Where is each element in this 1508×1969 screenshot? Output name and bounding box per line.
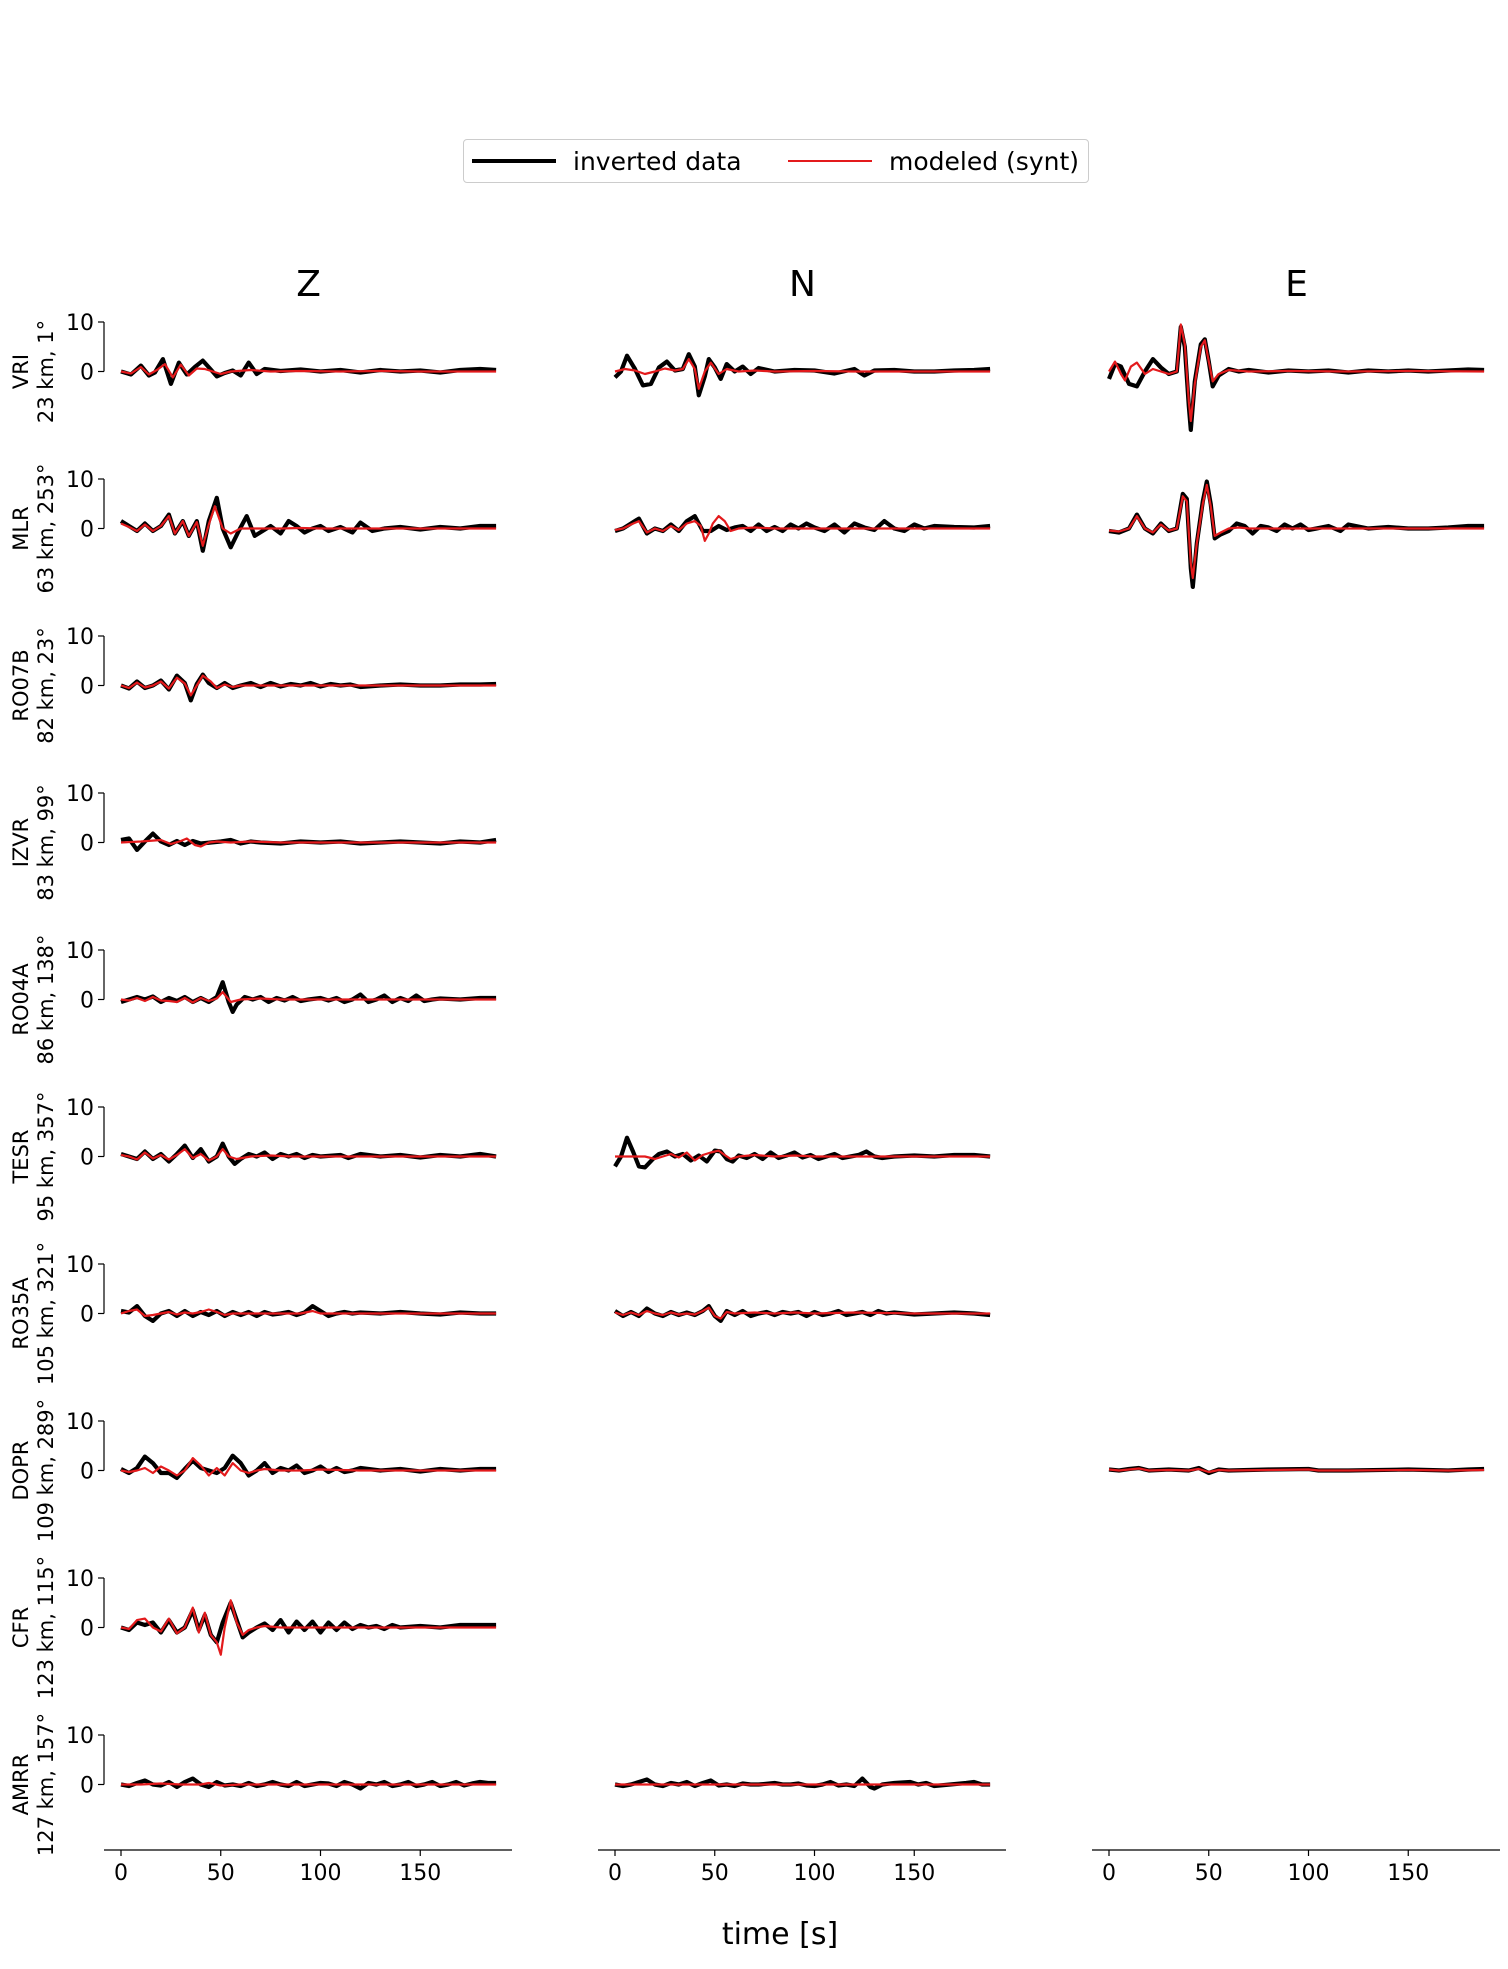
trace-data-tesr-n <box>613 1135 991 1170</box>
station-info: 63 km, 253° <box>34 464 58 594</box>
y-tick-label: 10 <box>66 1253 94 1278</box>
station-name: RO04A <box>9 963 33 1036</box>
trace-synt-mlr-n <box>614 515 991 542</box>
legend-swatch-data <box>472 159 556 163</box>
legend: inverted data modeled (synt) <box>463 139 1089 183</box>
x-tick-label: 100 <box>1288 1861 1330 1886</box>
station-label: RO07B 82 km, 23° <box>9 627 58 744</box>
station-label: CFR 123 km, 115° <box>9 1556 58 1699</box>
station-info: 105 km, 321° <box>34 1242 58 1385</box>
trace-data-ro04a-z <box>120 980 497 1014</box>
station-label: RO04A 86 km, 138° <box>9 935 58 1065</box>
trace-synt-cfr-z <box>120 1599 497 1656</box>
trace-synt-ro04a-z <box>120 991 497 1004</box>
station-label: IZVR 83 km, 99° <box>9 784 58 901</box>
station-info: 95 km, 357° <box>34 1092 58 1222</box>
x-tick-label: 150 <box>399 1861 441 1886</box>
trace-synt-ro35a-z <box>120 1308 497 1318</box>
legend-label-synt: modeled (synt) <box>889 146 1080 176</box>
station-label: DOPR 109 km, 289° <box>9 1399 58 1542</box>
station-name: CFR <box>9 1607 33 1648</box>
y-tick-label: 10 <box>66 1724 94 1749</box>
column-title-e: E <box>1285 264 1308 305</box>
x-tick-label: 100 <box>300 1861 342 1886</box>
y-tick-label: 0 <box>80 1146 94 1171</box>
legend-swatch-synt <box>788 160 872 162</box>
station-info: 127 km, 157° <box>34 1713 58 1856</box>
x-tick-label: 150 <box>1387 1861 1429 1886</box>
y-tick-label: 10 <box>66 1567 94 1592</box>
y-tick-label: 10 <box>66 782 94 807</box>
station-label: TESR 95 km, 357° <box>9 1092 58 1222</box>
station-label: RO35A 105 km, 321° <box>9 1242 58 1385</box>
station-info: 86 km, 138° <box>34 935 58 1065</box>
station-name: TESR <box>9 1129 33 1184</box>
station-label: AMRR 127 km, 157° <box>9 1713 58 1856</box>
station-name: DOPR <box>9 1441 33 1501</box>
x-tick-label: 50 <box>1195 1861 1223 1886</box>
legend-entry-synt: modeled (synt) <box>788 140 1079 182</box>
trace-data-cfr-z <box>120 1600 497 1645</box>
y-tick-label: 10 <box>66 939 94 964</box>
y-tick-label: 10 <box>66 625 94 650</box>
y-tick-label: 10 <box>66 1410 94 1435</box>
y-tick-label: 0 <box>80 832 94 857</box>
y-tick-label: 0 <box>80 1303 94 1328</box>
column-title-n: N <box>789 264 816 305</box>
y-tick-label: 0 <box>80 989 94 1014</box>
y-tick-label: 0 <box>80 1460 94 1485</box>
y-tick-label: 10 <box>66 468 94 493</box>
x-tick-label: 50 <box>701 1861 729 1886</box>
station-name: RO07B <box>9 649 33 721</box>
station-label: MLR 63 km, 253° <box>9 464 58 594</box>
station-name: AMRR <box>9 1754 33 1816</box>
trace-data-mlr-e <box>1108 479 1485 589</box>
y-tick-label: 0 <box>80 1617 94 1642</box>
x-tick-label: 0 <box>608 1861 622 1886</box>
station-info: 83 km, 99° <box>34 784 58 901</box>
trace-synt-mlr-e <box>1108 483 1485 580</box>
station-info: 82 km, 23° <box>34 627 58 744</box>
trace-synt-tesr-n <box>615 1149 991 1162</box>
trace-synt-dopr-z <box>120 1457 497 1477</box>
station-info: 23 km, 1° <box>34 320 58 423</box>
trace-data-mlr-z <box>119 495 497 553</box>
trace-data-vri-e <box>1107 324 1485 432</box>
station-name: IZVR <box>9 818 33 868</box>
x-tick-label: 0 <box>1102 1861 1116 1886</box>
y-tick-label: 0 <box>80 675 94 700</box>
legend-entry-data: inverted data <box>472 140 742 182</box>
trace-data-vri-n <box>613 352 991 398</box>
trace-synt-ro07b-z <box>120 674 497 697</box>
station-name: VRI <box>9 354 33 389</box>
trace-synt-ro35a-n <box>614 1306 991 1320</box>
station-name: RO35A <box>9 1277 33 1350</box>
trace-synt-tesr-z <box>120 1148 497 1162</box>
trace-synt-dopr-e <box>1108 1467 1485 1474</box>
trace-synt-vri-e <box>1108 323 1485 423</box>
station-info: 123 km, 115° <box>34 1556 58 1699</box>
x-tick-label: 0 <box>114 1861 128 1886</box>
trace-synt-izvr-z <box>120 837 497 848</box>
column-title-z: Z <box>296 264 321 305</box>
trace-synt-amrr-z <box>121 1781 497 1787</box>
trace-synt-mlr-z <box>120 505 497 547</box>
x-tick-label: 150 <box>893 1861 935 1886</box>
trace-data-mlr-n <box>614 514 991 536</box>
x-axis-label: time [s] <box>722 1917 838 1952</box>
legend-label-data: inverted data <box>573 146 742 176</box>
y-tick-label: 0 <box>80 1774 94 1799</box>
y-tick-label: 0 <box>80 518 94 543</box>
trace-synt-vri-n <box>614 358 991 390</box>
station-name: MLR <box>9 506 33 550</box>
y-tick-label: 10 <box>66 1096 94 1121</box>
y-tick-label: 10 <box>66 311 94 336</box>
trace-synt-vri-z <box>120 363 497 379</box>
station-label: VRI 23 km, 1° <box>9 320 58 423</box>
x-tick-label: 50 <box>207 1861 235 1886</box>
x-tick-label: 100 <box>794 1861 836 1886</box>
station-info: 109 km, 289° <box>34 1399 58 1542</box>
y-tick-label: 0 <box>80 361 94 386</box>
